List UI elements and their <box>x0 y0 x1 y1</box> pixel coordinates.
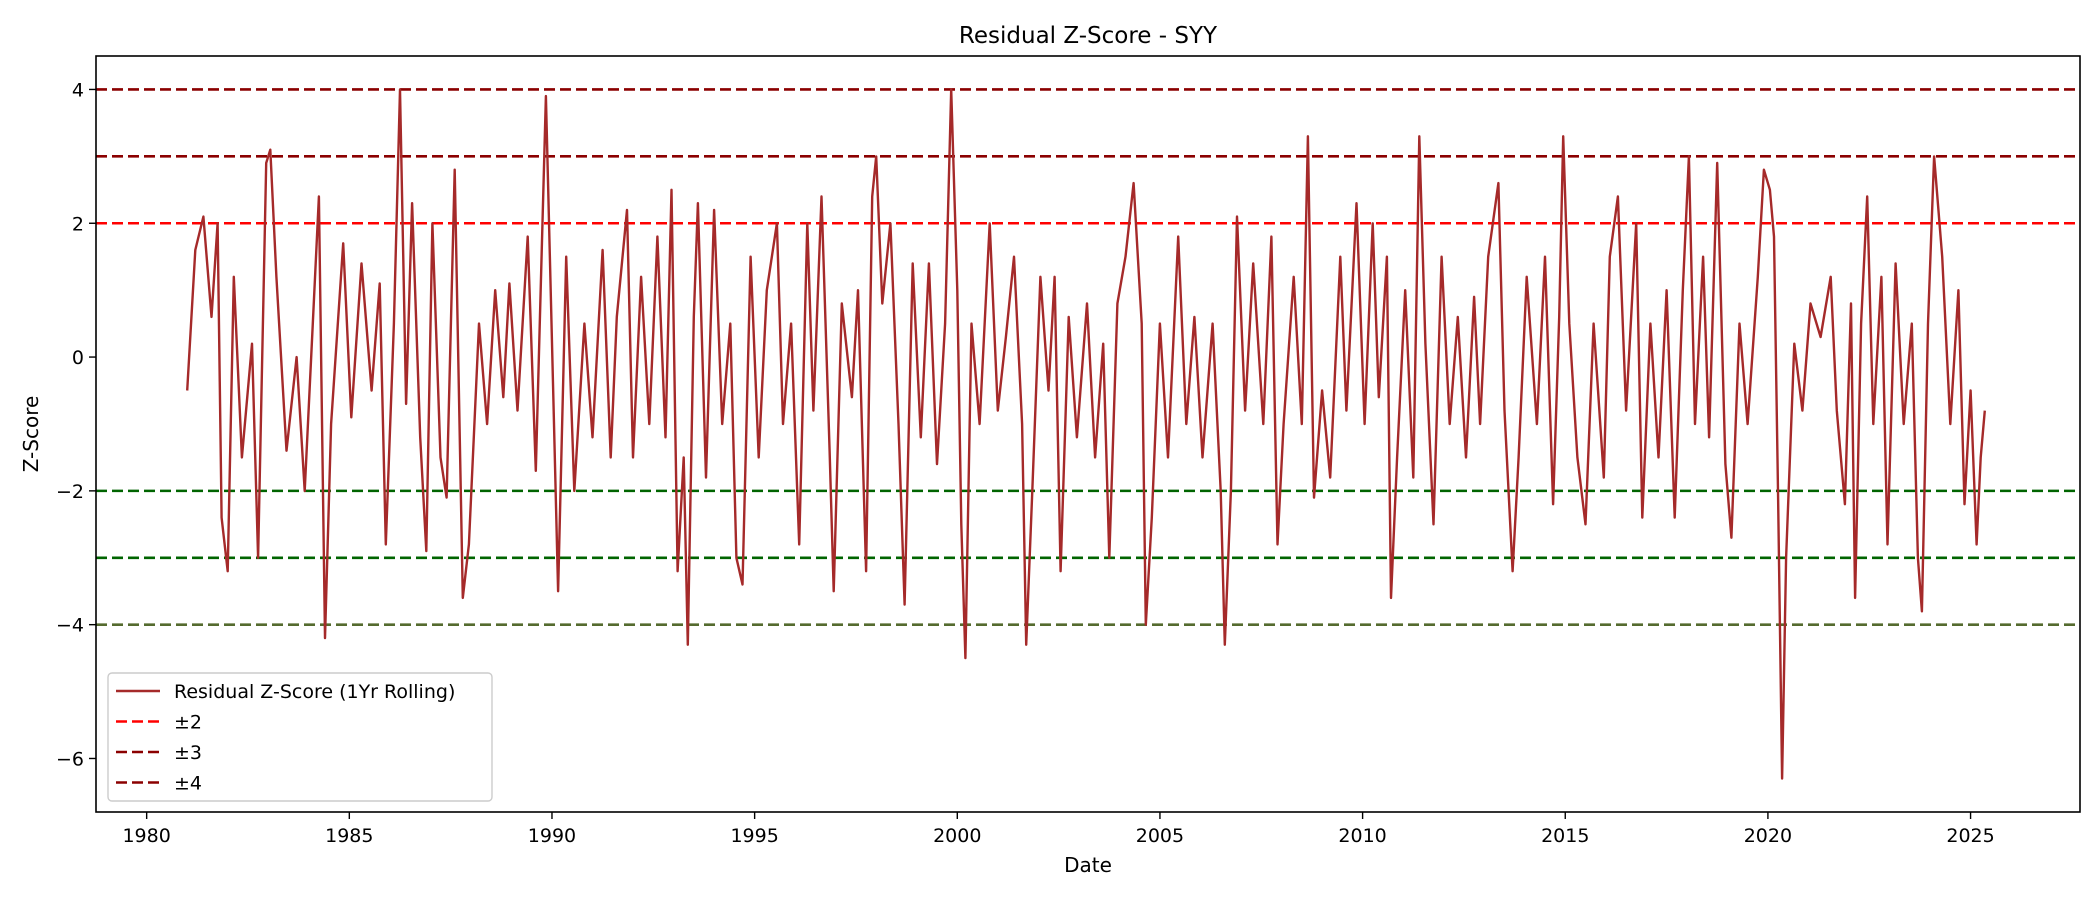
y-axis: −6 −4 −2 0 2 4 <box>56 79 96 770</box>
y-tick-label: 2 <box>72 213 84 235</box>
legend-entry-label: ±3 <box>174 742 202 764</box>
legend: Residual Z-Score (1Yr Rolling) ±2 ±3 ±4 <box>107 672 493 802</box>
x-axis-label: Date <box>1064 853 1112 877</box>
x-tick-label: 2025 <box>1946 825 1994 847</box>
x-tick-label: 2010 <box>1338 825 1386 847</box>
series-line-group <box>186 88 1986 780</box>
y-tick-label: −2 <box>56 481 84 503</box>
x-tick-label: 2020 <box>1744 825 1792 847</box>
plot-frame <box>95 55 2081 813</box>
y-tick-label: 4 <box>72 79 84 101</box>
x-tick-label: 2005 <box>1136 825 1184 847</box>
legend-entry-label: ±2 <box>174 712 202 734</box>
residual-zscore-line <box>186 88 1986 780</box>
y-axis-label: Z-Score <box>19 396 43 473</box>
y-tick-label: 0 <box>72 347 84 369</box>
x-tick-label: 1995 <box>730 825 778 847</box>
x-tick-label: 1990 <box>528 825 576 847</box>
x-tick-label: 1980 <box>122 825 170 847</box>
x-axis: 1980 1985 1990 1995 2000 2005 2010 2015 2020 2025 <box>122 812 1995 847</box>
y-tick-label: −4 <box>56 615 84 637</box>
x-tick-label: 1985 <box>325 825 373 847</box>
legend-entry-label: Residual Z-Score (1Yr Rolling) <box>174 681 455 703</box>
x-tick-label: 2000 <box>933 825 981 847</box>
legend-box <box>107 672 493 802</box>
legend-entry-label: ±4 <box>174 773 202 795</box>
y-tick-label: −6 <box>56 748 84 770</box>
chart-title: Residual Z-Score - SYY <box>959 23 1218 49</box>
x-tick-label: 2015 <box>1541 825 1589 847</box>
